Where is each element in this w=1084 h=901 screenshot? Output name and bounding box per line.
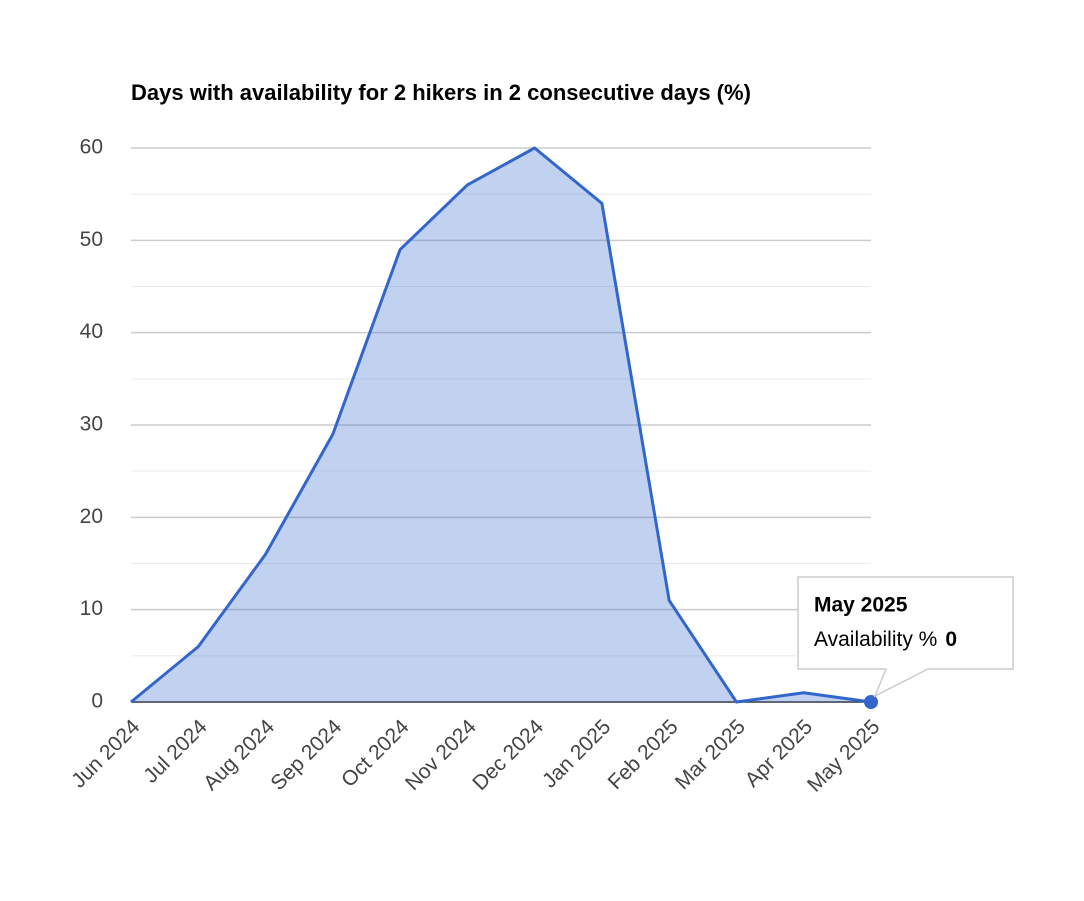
area-line	[130, 146, 872, 704]
area-fill	[131, 148, 871, 702]
tooltip-text: Availability % 0	[814, 628, 957, 651]
y-tick-label: 40	[80, 320, 103, 343]
tooltip-title: May 2025	[814, 594, 908, 617]
highlight-point	[864, 695, 878, 709]
x-tick-label: Dec 2024	[468, 715, 548, 795]
y-tick-label: 20	[80, 505, 103, 528]
x-tick-label: Jun 2024	[67, 715, 145, 793]
x-tick-label: Feb 2025	[604, 715, 683, 794]
y-tick-label: 60	[80, 136, 103, 159]
x-tick-label: Nov 2024	[401, 715, 481, 795]
x-tick-label: Sep 2024	[266, 715, 346, 795]
y-tick-label: 10	[80, 597, 103, 620]
y-tick-label: 30	[80, 413, 103, 436]
chart-title: Days with availability for 2 hikers in 2…	[131, 80, 751, 105]
tooltip-value: 0	[945, 628, 957, 651]
x-tick-label: Jan 2025	[538, 715, 615, 792]
y-tick-label: 0	[91, 690, 103, 713]
x-tick-label: Aug 2024	[199, 715, 279, 795]
tooltip-label: Availability %	[814, 628, 937, 651]
x-tick-label: May 2025	[803, 715, 884, 796]
tooltip-box	[797, 576, 1014, 698]
x-tick-label: Mar 2025	[671, 715, 750, 794]
y-tick-label: 50	[80, 228, 103, 251]
